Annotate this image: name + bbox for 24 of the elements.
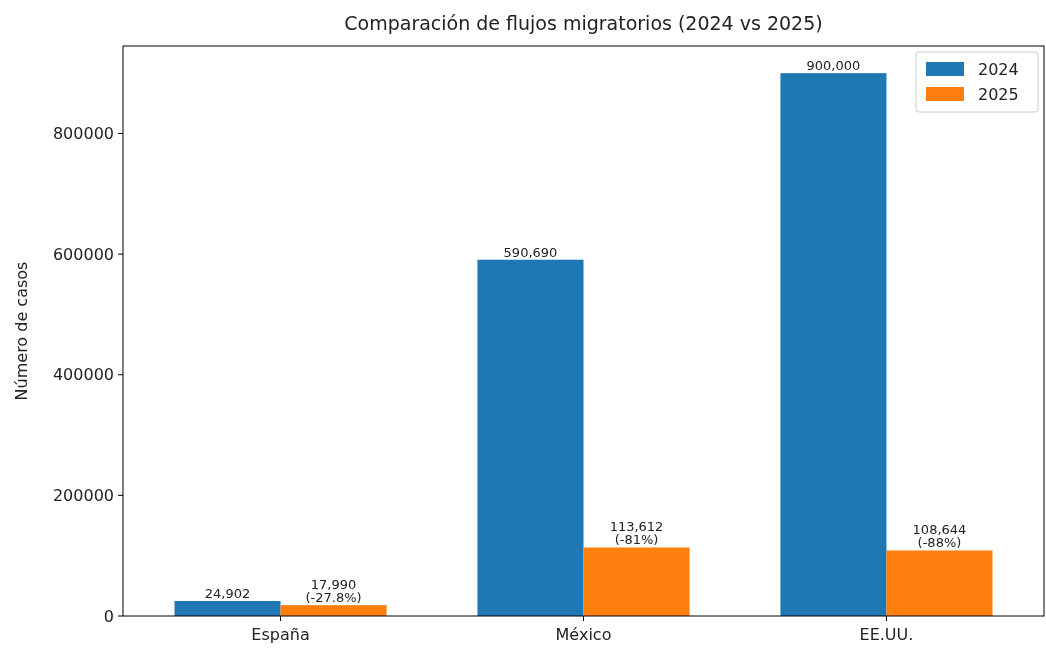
data-label: 590,690 — [503, 244, 558, 260]
bar — [174, 600, 281, 616]
x-tick-label: España — [251, 625, 310, 644]
bar — [477, 259, 584, 616]
y-tick-label: 800000 — [52, 124, 114, 144]
data-label: 24,902 — [204, 585, 251, 601]
legend-label: 2024 — [978, 59, 1019, 79]
y-tick-label: 200000 — [52, 485, 114, 505]
data-label: 17,990 (-27.8%) — [305, 577, 362, 606]
y-tick-label: 400000 — [52, 365, 114, 385]
chart-title: Comparación de flujos migratorios (2024 vs 2025) — [344, 12, 823, 34]
x-tick-label: EE.UU. — [859, 625, 914, 644]
bar — [886, 550, 993, 616]
x-tick-label: México — [555, 625, 612, 644]
y-tick-label: 600000 — [52, 244, 114, 264]
data-label: 113,612 (-81%) — [609, 519, 664, 548]
y-tick-label: 0 — [103, 606, 114, 626]
bar — [583, 547, 690, 616]
data-label: 108,644 (-88%) — [912, 522, 967, 551]
data-label: 900,000 — [806, 58, 861, 74]
bar — [780, 73, 887, 616]
y-axis-title: Número de casos — [12, 261, 31, 401]
bar — [280, 605, 387, 616]
legend-label: 2025 — [978, 84, 1019, 104]
